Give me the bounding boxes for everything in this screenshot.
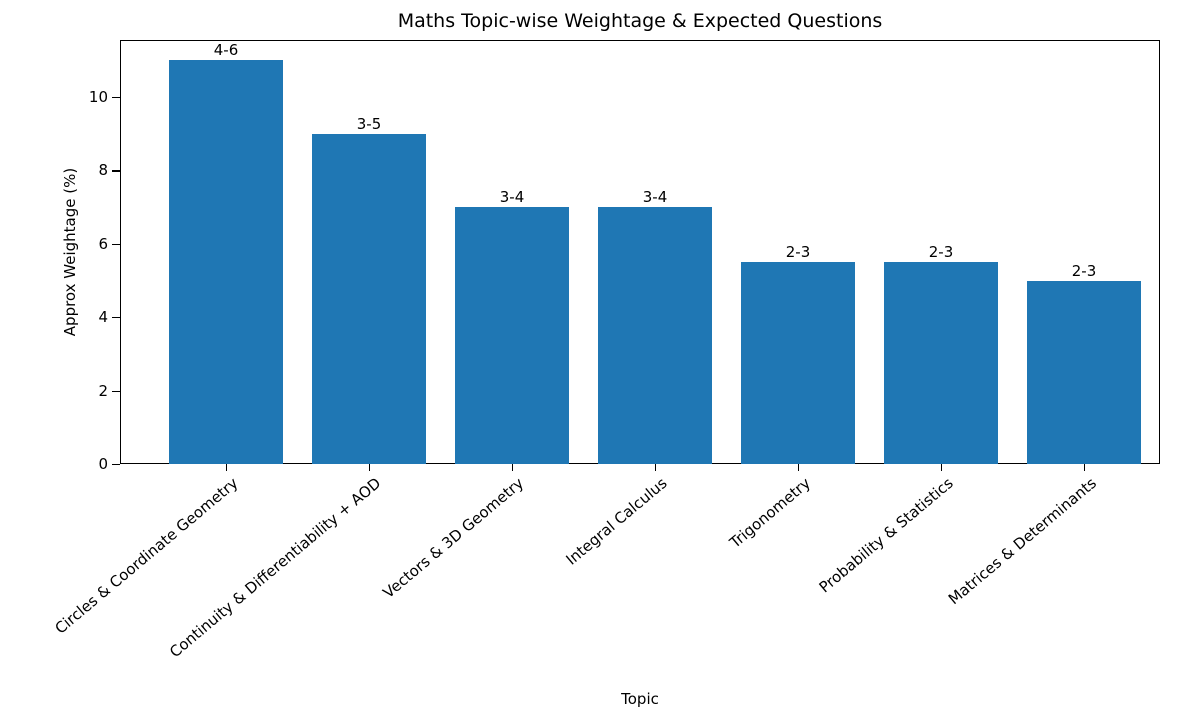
x-tick-label: Probability & Statistics [815,474,957,597]
y-tick [112,464,120,466]
y-tick-label: 6 [98,234,108,253]
bar [598,207,712,464]
y-tick [112,317,120,319]
y-tick [112,390,120,392]
bar-annotation: 3-4 [499,188,525,207]
y-axis-label: Approx Weightage (%) [61,167,79,337]
y-tick [112,170,120,172]
bar-annotation: 2-3 [928,243,954,262]
bar [1027,280,1141,464]
x-tick-label: Matrices & Determinants [944,474,1100,609]
bar-annotation: 2-3 [1071,261,1097,280]
y-tick-label: 10 [88,88,108,106]
bar [169,60,283,464]
x-tick [369,464,371,471]
x-tick [226,464,228,471]
x-tick [512,464,514,471]
bar [741,262,855,464]
bar-annotation: 4-6 [213,41,239,60]
y-tick-label: 0 [98,455,108,473]
y-tick [112,243,120,246]
bar [884,262,998,464]
x-tick [941,464,943,471]
bar-annotation: 2-3 [785,243,811,262]
x-tick-label: Integral Calculus [562,474,671,569]
x-axis-label: Topic [621,690,659,708]
bar-annotation: 3-4 [642,188,668,207]
y-tick-label: 2 [98,381,108,400]
x-tick-label: Vectors & 3D Geometry [379,474,528,602]
x-tick [655,464,657,471]
chart-title: Maths Topic-wise Weightage & Expected Qu… [397,10,883,32]
y-tick-label: 4 [98,308,108,327]
bar [312,133,426,464]
x-tick [1084,464,1086,471]
bar [455,207,569,464]
x-tick [798,464,800,471]
x-tick-label: Trigonometry [726,474,815,552]
bar-annotation: 3-5 [356,114,382,133]
y-tick-label: 8 [98,161,108,180]
y-tick [112,97,120,99]
